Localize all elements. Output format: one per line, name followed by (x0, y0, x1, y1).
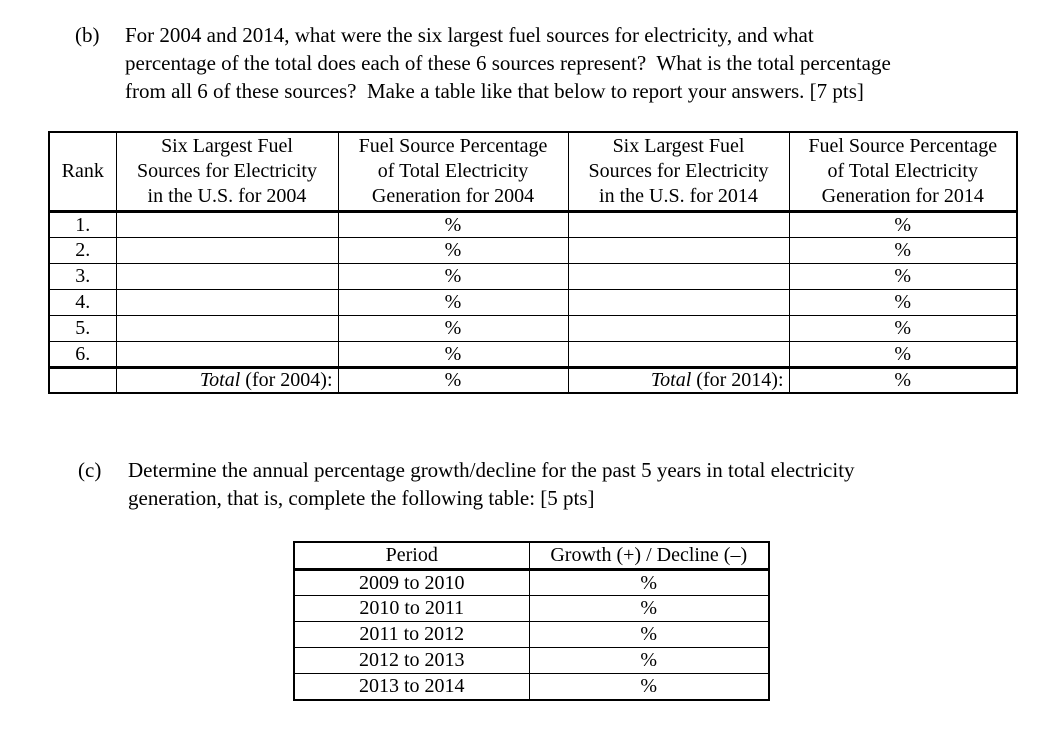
rank-cell: 3. (48, 263, 117, 290)
total-2004-label: Total (for 2004): (115, 367, 339, 394)
table-row-rank-2: 2. % % (48, 237, 1018, 264)
rank-cell: 1. (48, 211, 117, 238)
header-percentage-2014: Fuel Source Percentage of Total Electric… (788, 131, 1018, 213)
total-row: Total (for 2004): % Total (for 2014): % (48, 367, 1018, 394)
fuel-source-2004-cell (115, 263, 339, 290)
percentage-2004-cell: % (337, 263, 569, 290)
percentage-2004-cell: % (337, 341, 569, 369)
period-row-2013-2014: 2013 to 2014 % (293, 673, 770, 700)
growth-value-cell: % (528, 569, 770, 596)
fuel-source-2014-cell (567, 263, 790, 290)
question-b: (b) For 2004 and 2014, what were the six… (75, 21, 891, 105)
total-percentage-2014-cell: % (788, 367, 1018, 394)
fuel-source-2014-cell (567, 341, 790, 369)
header-growth-decline: Growth (+) / Decline (–) (528, 541, 770, 571)
table-row-rank-6: 6. % % (48, 341, 1018, 369)
growth-value-cell: % (528, 647, 770, 674)
fuel-source-2014-cell (567, 315, 790, 342)
percentage-2004-cell: % (337, 237, 569, 264)
growth-decline-table: Period Growth (+) / Decline (–) 2009 to … (293, 541, 770, 701)
question-b-line-1: For 2004 and 2014, what were the six lar… (125, 23, 814, 47)
table-row-rank-5: 5. % % (48, 315, 1018, 342)
percentage-2014-cell: % (788, 289, 1018, 316)
header-percentage-2004: Fuel Source Percentage of Total Electric… (337, 131, 569, 213)
rank-cell: 2. (48, 237, 117, 264)
total-percentage-2004-cell: % (337, 367, 569, 394)
rank-cell: 6. (48, 341, 117, 369)
question-c-line-1: Determine the annual percentage growth/d… (128, 458, 855, 482)
fuel-source-2014-cell (567, 211, 790, 238)
question-c-text: Determine the annual percentage growth/d… (128, 456, 855, 512)
percentage-2004-cell: % (337, 289, 569, 316)
rank-cell: 5. (48, 315, 117, 342)
period-row-2010-2011: 2010 to 2011 % (293, 595, 770, 622)
fuel-source-2004-cell (115, 289, 339, 316)
growth-value-cell: % (528, 621, 770, 648)
percentage-2014-cell: % (788, 211, 1018, 238)
fuel-source-2004-cell (115, 315, 339, 342)
fuel-source-2004-cell (115, 341, 339, 369)
question-b-text: For 2004 and 2014, what were the six lar… (125, 21, 891, 105)
table-row-rank-1: 1. % % (48, 211, 1018, 238)
rank-cell: 4. (48, 289, 117, 316)
header-sources-2004: Six Largest Fuel Sources for Electricity… (115, 131, 339, 213)
percentage-2014-cell: % (788, 237, 1018, 264)
fuel-table-header-row: Rank Six Largest Fuel Sources for Electr… (48, 131, 1018, 213)
fuel-sources-table: Rank Six Largest Fuel Sources for Electr… (48, 131, 1018, 394)
fuel-source-2004-cell (115, 211, 339, 238)
period-row-2012-2013: 2012 to 2013 % (293, 647, 770, 674)
question-b-line-2: percentage of the total does each of the… (125, 51, 891, 75)
percentage-2004-cell: % (337, 211, 569, 238)
period-row-2009-2010: 2009 to 2010 % (293, 569, 770, 596)
question-c: (c) Determine the annual percentage grow… (78, 456, 855, 512)
growth-value-cell: % (528, 673, 770, 700)
question-b-label: (b) (75, 23, 100, 47)
percentage-2004-cell: % (337, 315, 569, 342)
growth-value-cell: % (528, 595, 770, 622)
fuel-source-2014-cell (567, 289, 790, 316)
percentage-2014-cell: % (788, 315, 1018, 342)
fuel-source-2004-cell (115, 237, 339, 264)
period-cell: 2013 to 2014 (293, 673, 530, 700)
table-row-rank-3: 3. % % (48, 263, 1018, 290)
question-b-line-3: from all 6 of these sources? Make a tabl… (125, 79, 864, 103)
header-rank-text: Rank (61, 160, 104, 182)
header-rank: Rank (48, 131, 117, 213)
period-cell: 2009 to 2010 (293, 569, 530, 596)
fuel-source-2014-cell (567, 237, 790, 264)
question-c-label: (c) (78, 458, 102, 482)
period-cell: 2010 to 2011 (293, 595, 530, 622)
header-sources-2014: Six Largest Fuel Sources for Electricity… (567, 131, 790, 213)
growth-table-header-row: Period Growth (+) / Decline (–) (293, 541, 770, 571)
period-cell: 2011 to 2012 (293, 621, 530, 648)
percentage-2014-cell: % (788, 341, 1018, 369)
period-cell: 2012 to 2013 (293, 647, 530, 674)
question-c-line-2: generation, that is, complete the follow… (128, 486, 595, 510)
total-2014-label: Total (for 2014): (567, 367, 790, 394)
rank-cell-empty (48, 367, 117, 394)
table-row-rank-4: 4. % % (48, 289, 1018, 316)
period-row-2011-2012: 2011 to 2012 % (293, 621, 770, 648)
header-period: Period (293, 541, 530, 571)
percentage-2014-cell: % (788, 263, 1018, 290)
